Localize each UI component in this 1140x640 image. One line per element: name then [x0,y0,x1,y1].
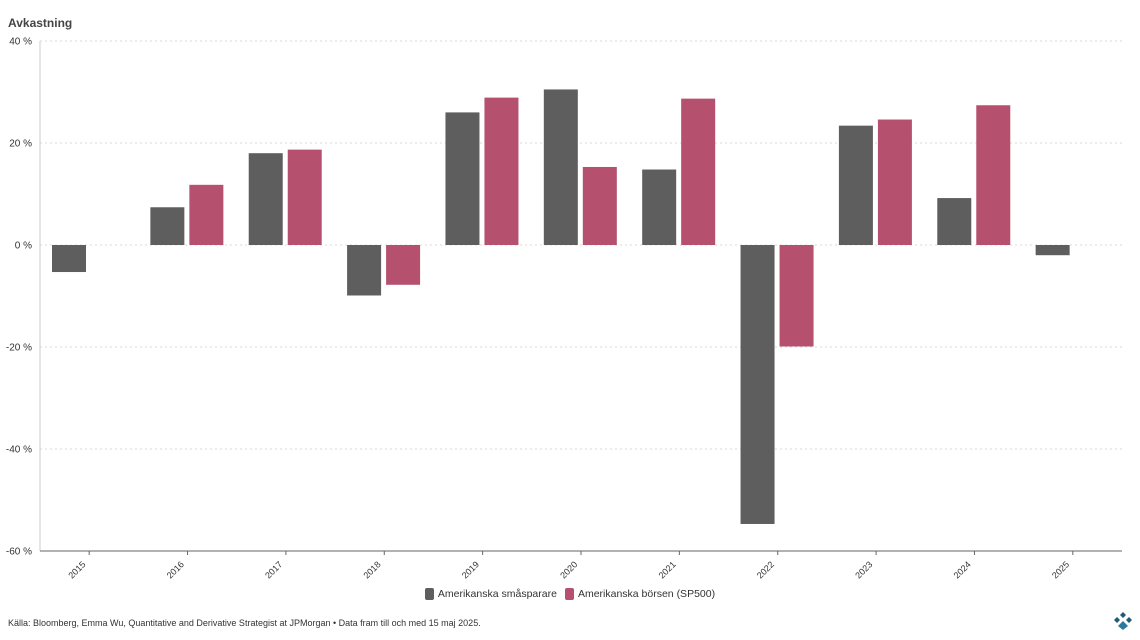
bar-smasparare-2015 [52,245,86,273]
bar-smasparare-2019 [445,112,480,246]
bar-smasparare-2017 [248,153,283,245]
bar-sp500-2018 [386,245,421,285]
bar-sp500-2023 [877,119,912,245]
bar-sp500-2019 [484,97,519,245]
y-tick-label: 40 % [9,37,32,48]
legend-label-series-2: Amerikanska börsen (SP500) [577,588,716,600]
legend-item-series-1[interactable]: Amerikanska småsparare [424,588,557,600]
bar-sp500-2022 [779,245,814,347]
source-note: Källa: Bloomberg, Emma Wu, Quantitative … [8,618,481,628]
bar-smasparare-2020 [543,89,578,245]
bar-smasparare-2024 [937,198,972,245]
chart-title: Avkastning [8,16,73,30]
bar-smasparare-2016 [150,207,185,245]
bar-smasparare-2021 [642,169,677,245]
x-tick-label: 2016 [165,559,186,580]
x-tick-label: 2015 [66,559,87,580]
y-tick-label: -40 % [6,445,32,456]
bar-smasparare-2023 [838,125,873,245]
diamond-logo-icon [1114,612,1132,630]
x-tick-label: 2022 [755,559,776,580]
bar-smasparare-2018 [347,245,382,296]
x-tick-label: 2020 [558,559,579,580]
legend-label-series-1: Amerikanska småsparare [437,588,557,600]
bar-sp500-2024 [976,105,1011,245]
y-tick-label: 0 % [15,241,32,252]
x-tick-label: 2023 [853,559,874,580]
x-tick-label: 2017 [263,559,284,580]
bar-sp500-2020 [582,166,617,245]
x-tick-label: 2018 [361,559,382,580]
y-tick-label: -20 % [6,343,32,354]
legend: Amerikanska småsparare Amerikanska börse… [0,588,1140,600]
y-tick-label: -60 % [6,547,32,558]
bar-sp500-2021 [681,98,716,245]
legend-item-series-2[interactable]: Amerikanska börsen (SP500) [564,588,716,600]
bar-smasparare-2025 [1035,245,1070,256]
bar-sp500-2017 [287,149,322,245]
x-tick-label: 2024 [952,559,973,580]
x-tick-label: 2021 [657,559,678,580]
bar-chart: 40 % 20 % 0 % -20 % -40 % -60 % 2015 2016 2017 20… [6,37,1122,581]
x-tick-label: 2019 [460,559,481,580]
legend-swatch-series-1 [424,588,434,600]
y-tick-label: 20 % [9,139,32,150]
legend-swatch-series-2 [564,588,574,600]
bar-smasparare-2022 [740,245,775,524]
bar-sp500-2016 [189,184,224,245]
x-tick-label: 2025 [1050,559,1071,580]
